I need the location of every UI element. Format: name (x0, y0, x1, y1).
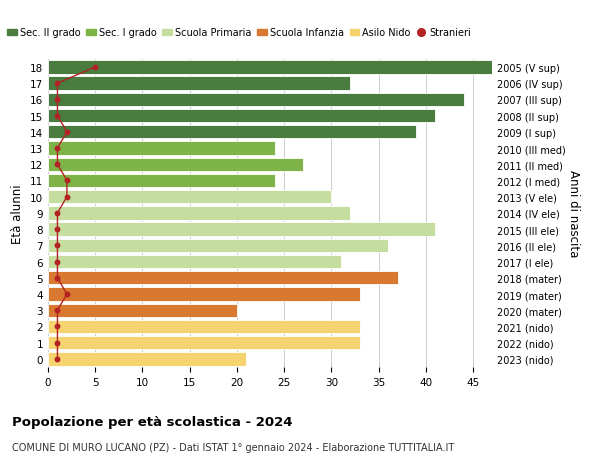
Bar (48, 94, 464, 107)
Point (53, 242, 62, 250)
Point (62, 129, 71, 136)
Bar (48, 126, 416, 139)
Bar (48, 110, 436, 123)
Bar (48, 272, 398, 285)
Point (53, 323, 62, 330)
Point (53, 307, 62, 314)
Text: COMUNE DI MURO LUCANO (PZ) - Dati ISTAT 1° gennaio 2024 - Elaborazione TUTTITALI: COMUNE DI MURO LUCANO (PZ) - Dati ISTAT … (12, 442, 454, 452)
Bar (48, 61, 492, 74)
Text: Popolazione per età scolastica - 2024: Popolazione per età scolastica - 2024 (12, 415, 293, 428)
Bar (48, 223, 436, 236)
Point (53, 112, 62, 120)
Point (53, 80, 62, 88)
Bar (48, 336, 360, 350)
Bar (48, 174, 275, 188)
Bar (48, 142, 275, 155)
Point (53, 355, 62, 363)
Point (53, 161, 62, 168)
Y-axis label: Anni di nascita: Anni di nascita (566, 170, 580, 257)
Y-axis label: Età alunni: Età alunni (11, 184, 25, 243)
Bar (48, 353, 247, 366)
Point (53, 339, 62, 347)
Point (53, 226, 62, 233)
Point (53, 274, 62, 282)
Point (53, 210, 62, 217)
Bar (48, 158, 303, 172)
Bar (48, 255, 341, 269)
Point (53, 96, 62, 104)
Point (62, 291, 71, 298)
Point (53, 145, 62, 152)
Point (53, 258, 62, 266)
Bar (48, 77, 350, 90)
Bar (48, 190, 331, 204)
Bar (48, 320, 360, 333)
Bar (48, 288, 360, 301)
Bar (48, 239, 388, 252)
Point (62, 194, 71, 201)
Point (62, 177, 71, 185)
Bar (48, 207, 350, 220)
Point (91, 64, 100, 72)
Legend: Sec. II grado, Sec. I grado, Scuola Primaria, Scuola Infanzia, Asilo Nido, Stran: Sec. II grado, Sec. I grado, Scuola Prim… (3, 24, 475, 42)
Bar (48, 304, 237, 317)
